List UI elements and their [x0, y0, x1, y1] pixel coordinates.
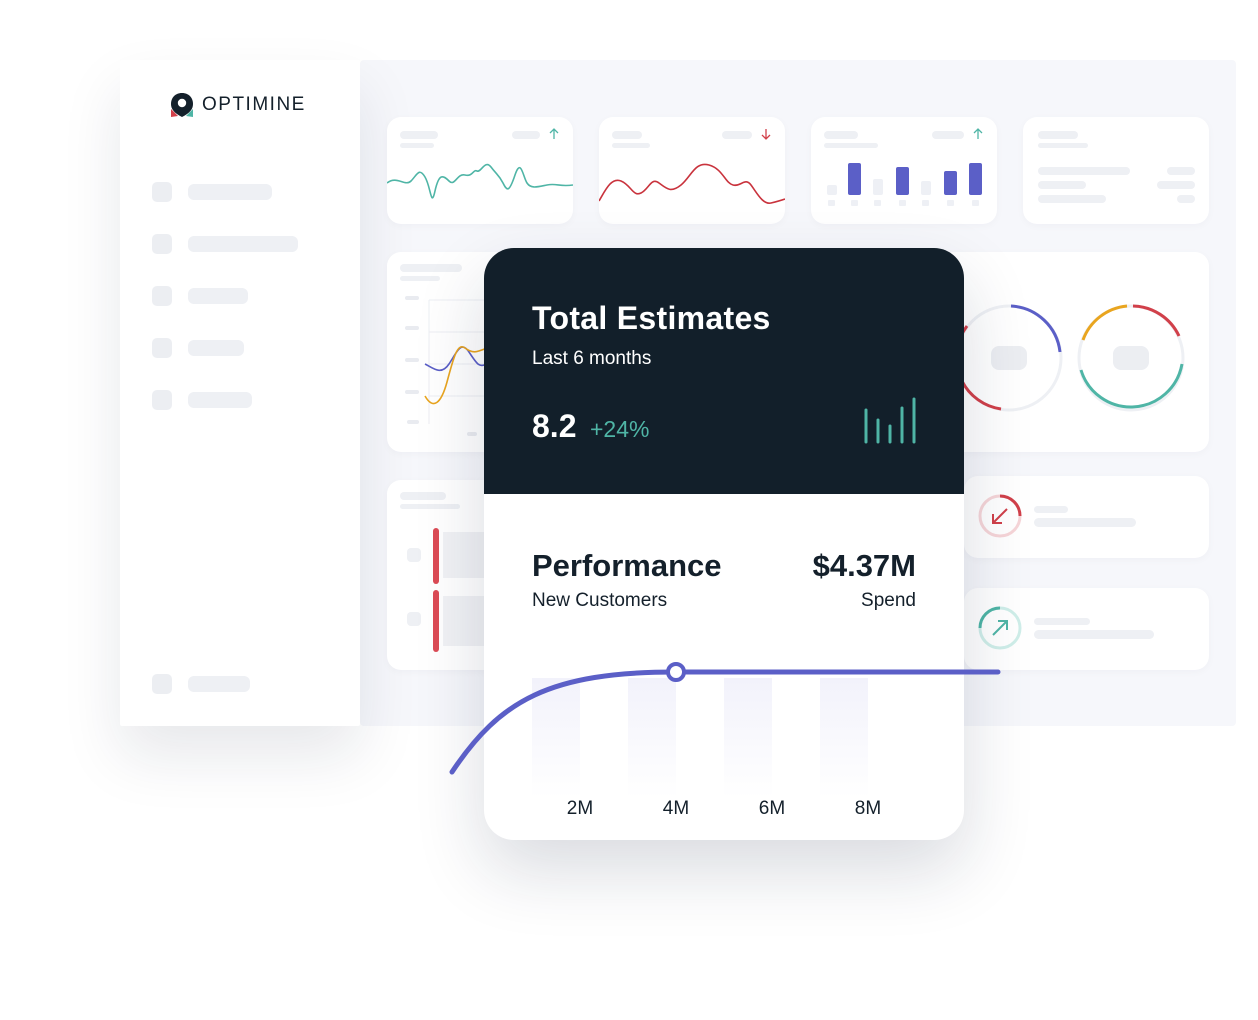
mini-card-bars[interactable]: [811, 117, 997, 224]
estimates-card[interactable]: Total Estimates Last 6 months 8.2 +24% P…: [484, 248, 964, 840]
x-tick-4m: 4M: [662, 798, 690, 819]
skeleton-text: [1038, 195, 1106, 203]
x-tick-6m: 6M: [758, 798, 786, 819]
skeleton-text: [400, 131, 438, 139]
nav-item-4-label[interactable]: [188, 340, 244, 356]
skeleton-text: [1038, 131, 1078, 139]
nav-item-4-icon[interactable]: [152, 338, 172, 358]
nav-item-2-icon[interactable]: [152, 234, 172, 254]
skeleton-text: [1034, 518, 1136, 527]
performance-value-label: Spend: [861, 590, 916, 611]
performance-line: [449, 669, 1001, 775]
skeleton-text: [1038, 143, 1088, 148]
bar-chart-icon: [864, 397, 916, 444]
performance-curve: [449, 662, 1001, 775]
logo[interactable]: OPTIMINE: [170, 92, 306, 118]
skeleton-text: [1038, 181, 1086, 189]
nav-item-1-icon[interactable]: [152, 182, 172, 202]
arrow-up-icon: [549, 128, 559, 139]
sparkline-red: [599, 163, 785, 204]
arrow-up-icon: [973, 128, 983, 139]
mini-bar-chart: [827, 163, 982, 206]
sparkline-teal: [387, 163, 573, 199]
estimates-value: 8.2: [532, 408, 577, 444]
brand-name: OPTIMINE: [202, 94, 306, 115]
mini-card-trend-down[interactable]: [599, 117, 785, 224]
nav-item-1-label[interactable]: [188, 184, 272, 200]
column-bg: [628, 678, 676, 798]
skeleton-text: [400, 264, 462, 272]
skeleton-text: [407, 612, 421, 626]
arrow-up-right-icon: [978, 606, 1022, 650]
skeleton-text: [400, 143, 434, 148]
performance-title: Performance: [532, 548, 722, 583]
donut-charts: [957, 304, 1185, 412]
skeleton-text: [1034, 618, 1090, 625]
skeleton-text: [1157, 181, 1195, 189]
performance-subtitle: New Customers: [532, 590, 668, 611]
optimine-logo-icon: [171, 93, 193, 117]
skeleton-text: [932, 131, 964, 139]
nav-item-3-label[interactable]: [188, 288, 248, 304]
skeleton-text: [400, 504, 460, 509]
nav-item-3-icon[interactable]: [152, 286, 172, 306]
nav-item-2-label[interactable]: [188, 236, 298, 252]
skeleton-text: [612, 131, 642, 139]
x-tick-8m: 8M: [854, 798, 882, 819]
column-bg: [820, 678, 868, 798]
skeleton-text: [407, 548, 421, 562]
skeleton-text: [612, 143, 650, 148]
red-bar: [433, 528, 439, 584]
nav-item-settings-icon[interactable]: [152, 674, 172, 694]
nav-item-5-icon[interactable]: [152, 390, 172, 410]
estimates-change: +24%: [590, 416, 650, 442]
skeleton-text: [1038, 167, 1130, 175]
skeleton-text: [1167, 167, 1195, 175]
arrow-down-left-icon: [978, 494, 1022, 538]
skeleton-text: [1177, 195, 1195, 203]
skeleton-text: [1034, 630, 1154, 639]
skeleton-text: [400, 492, 446, 500]
x-tick-2m: 2M: [566, 798, 594, 819]
curve-point-handle[interactable]: [666, 662, 686, 682]
column-bg: [724, 678, 772, 798]
nav-item-settings-label[interactable]: [188, 676, 250, 692]
increase-stat-card[interactable]: [964, 588, 1209, 670]
skeleton-text: [512, 131, 540, 139]
decrease-stat-card[interactable]: [964, 476, 1209, 558]
red-bar: [433, 590, 439, 652]
arrow-down-icon: [761, 129, 771, 140]
skeleton-text: [400, 276, 440, 281]
skeleton-text: [722, 131, 752, 139]
skeleton-text: [824, 131, 858, 139]
nav-item-5-label[interactable]: [188, 392, 252, 408]
mini-card-list[interactable]: [1023, 117, 1209, 224]
estimates-header: [484, 248, 964, 494]
mini-card-trend-up[interactable]: [387, 117, 573, 224]
multi-line-chart: [405, 296, 487, 436]
estimates-period: Last 6 months: [532, 348, 652, 369]
skeleton-text: [1034, 506, 1068, 513]
skeleton-text: [824, 143, 878, 148]
column-bg: [532, 678, 580, 798]
performance-value: $4.37M: [812, 548, 916, 583]
estimates-title: Total Estimates: [532, 300, 771, 336]
